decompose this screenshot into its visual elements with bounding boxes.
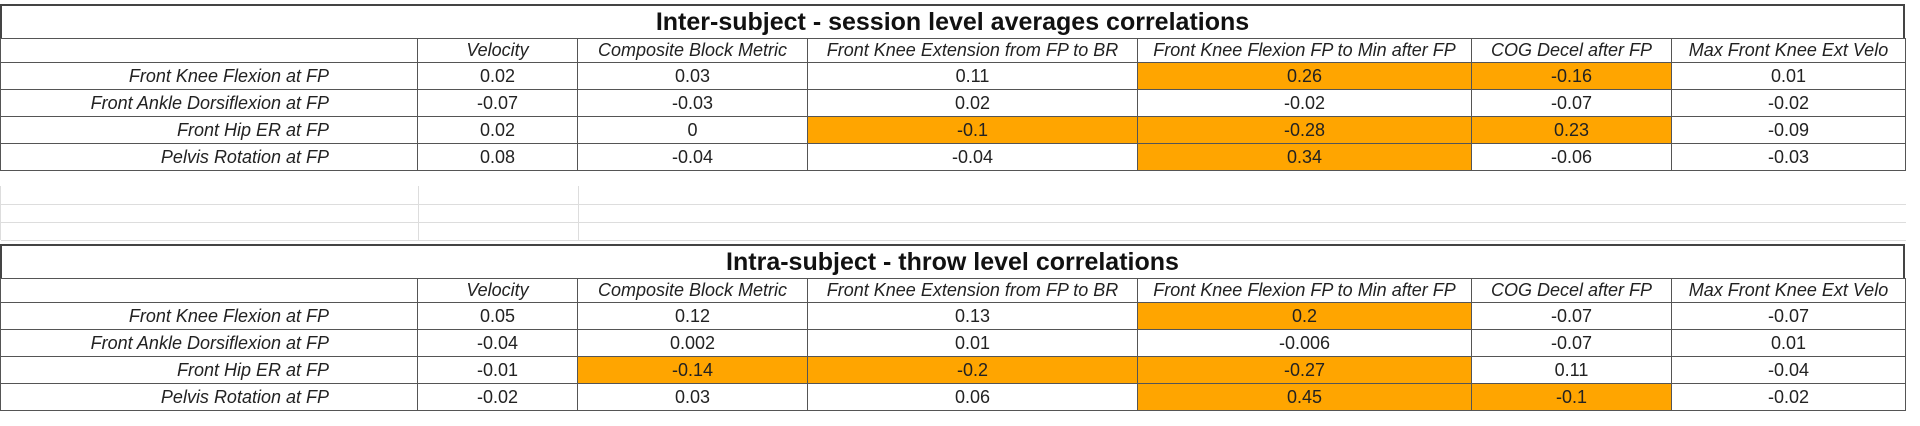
value-cell: 0.002 <box>577 329 808 357</box>
column-header: Composite Block Metric <box>577 38 808 63</box>
column-header: Velocity <box>417 38 578 63</box>
value-cell: -0.04 <box>577 143 808 171</box>
row-label: Front Knee Flexion at FP <box>0 302 418 330</box>
row-label: Front Ankle Dorsiflexion at FP <box>0 89 418 117</box>
corner-cell <box>0 278 418 303</box>
value-cell: 0.01 <box>1671 62 1906 90</box>
value-cell: -0.07 <box>1671 302 1906 330</box>
value-cell: -0.1 <box>1471 383 1672 411</box>
column-header: COG Decel after FP <box>1471 38 1672 63</box>
value-cell: 0.34 <box>1137 143 1472 171</box>
table-row: Pelvis Rotation at FP 0.08 -0.04 -0.04 0… <box>0 143 1906 171</box>
value-cell: -0.03 <box>1671 143 1906 171</box>
value-cell: 0.03 <box>577 383 808 411</box>
value-cell: -0.07 <box>1471 89 1672 117</box>
row-label: Pelvis Rotation at FP <box>0 383 418 411</box>
value-cell: -0.1 <box>807 116 1138 144</box>
value-cell: -0.16 <box>1471 62 1672 90</box>
value-cell: -0.02 <box>1137 89 1472 117</box>
column-header: COG Decel after FP <box>1471 278 1672 303</box>
value-cell: 0.02 <box>807 89 1138 117</box>
value-cell: -0.03 <box>577 89 808 117</box>
value-cell: -0.07 <box>417 89 578 117</box>
empty-cell <box>418 186 579 204</box>
value-cell: 0.26 <box>1137 62 1472 90</box>
table-title: Intra-subject - throw level correlations <box>0 244 1905 278</box>
column-header: Composite Block Metric <box>577 278 808 303</box>
value-cell: 0 <box>577 116 808 144</box>
header-row: Velocity Composite Block Metric Front Kn… <box>0 38 1906 63</box>
row-label: Front Hip ER at FP <box>0 356 418 384</box>
value-cell: 0.03 <box>577 62 808 90</box>
column-header: Velocity <box>417 278 578 303</box>
column-header: Front Knee Extension from FP to BR <box>807 278 1138 303</box>
value-cell: 0.13 <box>807 302 1138 330</box>
value-cell: -0.04 <box>417 329 578 357</box>
value-cell: 0.11 <box>1471 356 1672 384</box>
value-cell: 0.02 <box>417 116 578 144</box>
table-row: Pelvis Rotation at FP -0.02 0.03 0.06 0.… <box>0 383 1906 411</box>
value-cell: -0.02 <box>1671 89 1906 117</box>
value-cell: -0.01 <box>417 356 578 384</box>
header-row: Velocity Composite Block Metric Front Kn… <box>0 278 1906 303</box>
column-header: Front Knee Flexion FP to Min after FP <box>1137 278 1472 303</box>
value-cell: 0.02 <box>417 62 578 90</box>
value-cell: -0.006 <box>1137 329 1472 357</box>
empty-cell <box>1 186 419 204</box>
value-cell: 0.01 <box>1671 329 1906 357</box>
table-row: Front Ankle Dorsiflexion at FP -0.04 0.0… <box>0 329 1906 357</box>
value-cell: -0.04 <box>1671 356 1906 384</box>
table-row: Front Knee Flexion at FP 0.05 0.12 0.13 … <box>0 302 1906 330</box>
value-cell: 0.06 <box>807 383 1138 411</box>
value-cell: 0.08 <box>417 143 578 171</box>
value-cell: 0.23 <box>1471 116 1672 144</box>
value-cell: -0.09 <box>1671 116 1906 144</box>
column-header: Front Knee Flexion FP to Min after FP <box>1137 38 1472 63</box>
corner-cell <box>0 38 418 63</box>
value-cell: 0.11 <box>807 62 1138 90</box>
column-header: Max Front Knee Ext Velo <box>1671 38 1906 63</box>
column-header: Max Front Knee Ext Velo <box>1671 278 1906 303</box>
table-title: Inter-subject - session level averages c… <box>0 4 1905 38</box>
value-cell: 0.01 <box>807 329 1138 357</box>
row-label: Pelvis Rotation at FP <box>0 143 418 171</box>
row-label: Front Ankle Dorsiflexion at FP <box>0 329 418 357</box>
empty-cell <box>418 204 579 222</box>
empty-cell <box>1 222 419 240</box>
value-cell: -0.07 <box>1471 302 1672 330</box>
table-row: Front Hip ER at FP 0.02 0 -0.1 -0.28 0.2… <box>0 116 1906 144</box>
empty-cell <box>418 222 579 240</box>
value-cell: -0.02 <box>1671 383 1906 411</box>
value-cell: 0.45 <box>1137 383 1472 411</box>
value-cell: 0.12 <box>577 302 808 330</box>
correlation-table: Velocity Composite Block Metric Front Kn… <box>0 38 1906 171</box>
row-label: Front Hip ER at FP <box>0 116 418 144</box>
empty-row <box>1 222 1906 241</box>
empty-row <box>1 186 1906 205</box>
value-cell: -0.2 <box>807 356 1138 384</box>
value-cell: 0.2 <box>1137 302 1472 330</box>
value-cell: -0.02 <box>417 383 578 411</box>
value-cell: -0.27 <box>1137 356 1472 384</box>
table-row: Front Hip ER at FP -0.01 -0.14 -0.2 -0.2… <box>0 356 1906 384</box>
table-row: Front Ankle Dorsiflexion at FP -0.07 -0.… <box>0 89 1906 117</box>
empty-cell <box>1 204 419 222</box>
value-cell: -0.07 <box>1471 329 1672 357</box>
value-cell: -0.04 <box>807 143 1138 171</box>
table-row: Front Knee Flexion at FP 0.02 0.03 0.11 … <box>0 62 1906 90</box>
value-cell: -0.06 <box>1471 143 1672 171</box>
row-label: Front Knee Flexion at FP <box>0 62 418 90</box>
empty-row <box>1 204 1906 223</box>
correlation-table: Velocity Composite Block Metric Front Kn… <box>0 278 1906 411</box>
value-cell: -0.14 <box>577 356 808 384</box>
value-cell: 0.05 <box>417 302 578 330</box>
column-header: Front Knee Extension from FP to BR <box>807 38 1138 63</box>
empty-grid <box>0 186 1906 241</box>
value-cell: -0.28 <box>1137 116 1472 144</box>
